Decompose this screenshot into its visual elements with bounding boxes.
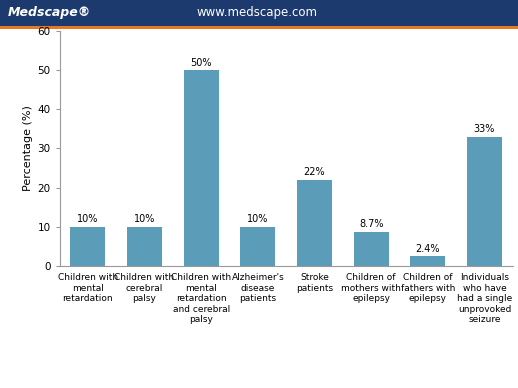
Bar xyxy=(240,227,276,266)
Text: 2.4%: 2.4% xyxy=(415,244,440,254)
Bar xyxy=(0,26,518,29)
Text: Medscape®: Medscape® xyxy=(8,6,91,19)
Bar xyxy=(410,256,445,266)
Bar xyxy=(184,70,219,266)
Bar xyxy=(354,232,388,266)
Bar xyxy=(297,180,332,266)
Text: 10%: 10% xyxy=(134,214,155,224)
Text: www.medscape.com: www.medscape.com xyxy=(197,6,318,19)
Text: 50%: 50% xyxy=(191,58,212,68)
Text: 10%: 10% xyxy=(247,214,268,224)
Bar xyxy=(70,227,106,266)
Text: 22%: 22% xyxy=(304,167,325,177)
Bar xyxy=(127,227,162,266)
Text: 8.7%: 8.7% xyxy=(359,219,383,229)
Text: 33%: 33% xyxy=(474,124,495,134)
Text: 10%: 10% xyxy=(77,214,98,224)
Bar xyxy=(467,137,502,266)
Y-axis label: Percentage (%): Percentage (%) xyxy=(23,106,33,191)
